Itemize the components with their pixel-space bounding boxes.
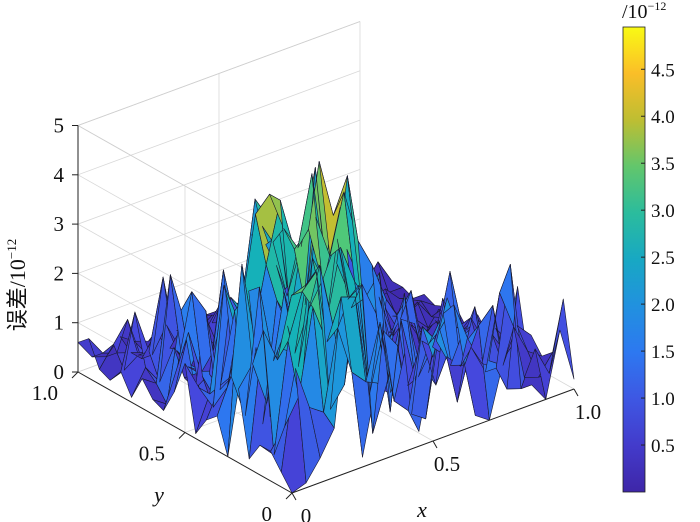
colorbar: 0.5 1.0 1.5 2.0 2.5 3.0 3.5 4.0 4.5 /10−12	[622, 0, 675, 493]
z-tick-label: 1	[54, 311, 65, 335]
colorbar-ticks: 0.5 1.0 1.5 2.0 2.5 3.0 3.5 4.0 4.5	[641, 60, 675, 457]
y-tick	[178, 432, 186, 439]
colorbar-tick-label: 1.0	[651, 389, 675, 410]
colorbar-tick-label: 0.5	[651, 436, 675, 457]
colorbar-unit-exponent: −12	[648, 0, 667, 13]
x-tick	[291, 492, 297, 501]
colorbar-unit: /10−12	[622, 0, 666, 23]
z-tick-label: 5	[54, 114, 65, 138]
colorbar-tick-label: 1.5	[651, 342, 675, 363]
colorbar-gradient	[622, 26, 646, 493]
z-axis-label-exponent: −12	[4, 239, 19, 259]
colorbar-tick-label: 4.5	[651, 60, 675, 81]
y-tick-label: 0	[262, 502, 273, 522]
z-tick-label: 3	[54, 212, 65, 236]
colorbar-tick-label: 2.0	[651, 295, 675, 316]
surface-mesh	[77, 161, 575, 494]
z-axis-label: 误差/10−12	[4, 239, 30, 331]
colorbar-tick-label: 2.5	[651, 248, 675, 269]
surface-face	[548, 298, 575, 380]
x-tick-label: 0.5	[434, 452, 460, 476]
y-tick	[71, 371, 79, 379]
y-tick	[285, 492, 293, 500]
y-tick-label: 0.5	[139, 442, 165, 466]
x-tick	[573, 388, 579, 397]
colorbar-tick-label: 3.0	[651, 201, 675, 222]
x-axis-label: x	[416, 497, 427, 522]
x-tick-label: 0	[301, 504, 312, 522]
x-tick-label: 1.0	[575, 400, 601, 424]
z-tick-label: 0	[54, 360, 65, 384]
y-axis-label: y	[152, 482, 164, 507]
z-tick-label: 2	[54, 261, 65, 285]
z-tick-label: 4	[54, 163, 65, 187]
y-tick-label: 1.0	[32, 381, 58, 405]
colorbar-tick-label: 4.0	[651, 107, 675, 128]
x-tick	[432, 440, 438, 449]
colorbar-tick-label: 3.5	[651, 154, 675, 175]
